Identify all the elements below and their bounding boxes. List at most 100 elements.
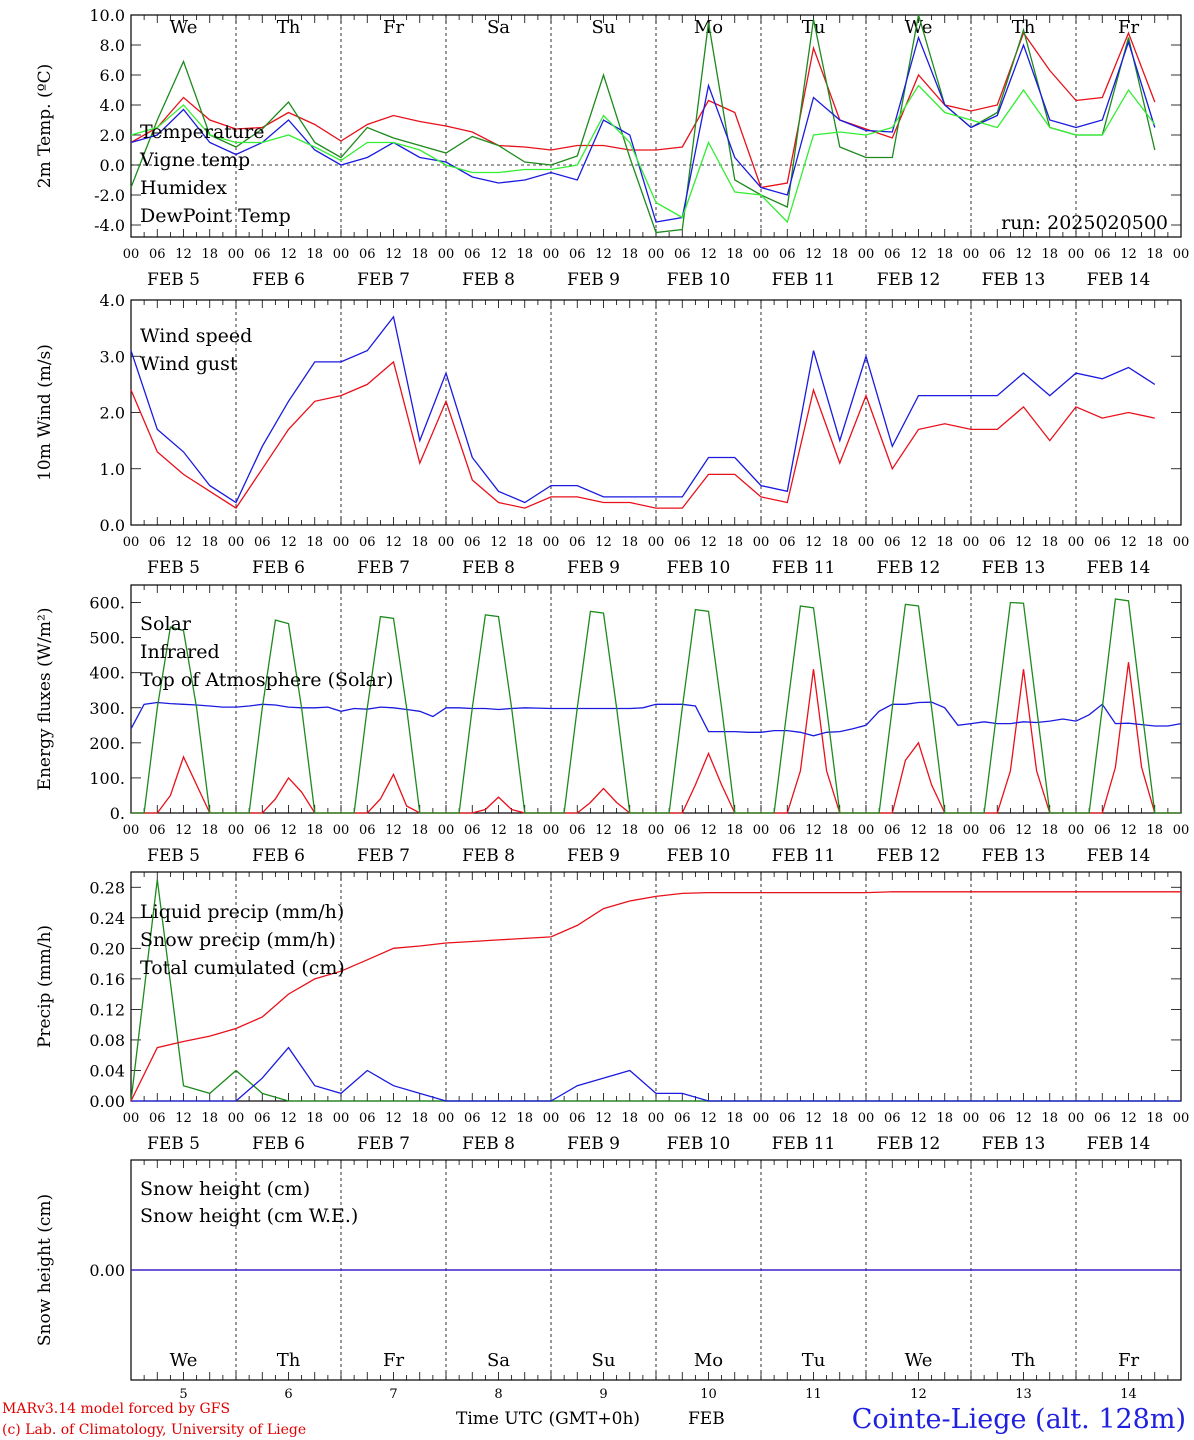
x-hour-label: 12 (805, 1111, 822, 1126)
day-number: 12 (910, 1387, 927, 1402)
weekday-label: We (170, 17, 198, 38)
x-hour-label: 18 (621, 247, 638, 262)
date-label: FEB 12 (877, 1134, 941, 1154)
y-tick-label: 4.0 (100, 96, 125, 115)
x-hour-label: 12 (1015, 823, 1032, 838)
weekday-label: Th (1012, 1350, 1036, 1371)
y-tick-label: 0.24 (89, 909, 125, 928)
x-hour-label: 12 (490, 247, 507, 262)
day-number: 10 (700, 1387, 717, 1402)
panel-precip: 0.28 0.24 0.20 0.16 0.12 0.08 0.04 0.00 Precip (… (35, 871, 1189, 1154)
x-hour-label: 00 (228, 535, 245, 550)
y-tick-label: 2.0 (100, 126, 125, 145)
x-hour-label: 12 (385, 535, 402, 550)
x-hour-label: 18 (306, 1111, 323, 1126)
weekday-label: Fr (383, 17, 404, 38)
x-hour-label: 06 (149, 823, 166, 838)
date-label: FEB 9 (567, 270, 620, 290)
x-hour-label: 06 (149, 1111, 166, 1126)
y-tick-label: 2.0 (100, 404, 125, 423)
x-hour-label: 06 (989, 247, 1006, 262)
y-tick-label: 1.0 (100, 460, 125, 479)
x-hour-label: 18 (201, 535, 218, 550)
x-hour-label: 00 (543, 823, 560, 838)
x-hour-label: 06 (569, 247, 586, 262)
series-line-temperature (130, 31, 1156, 189)
model-credit: MARv3.14 model forced by GFS (2, 1401, 230, 1417)
x-hour-label: 00 (123, 1111, 140, 1126)
series-line-top-of-atmosphere-solar (131, 598, 1181, 814)
x-hour-label: 06 (359, 823, 376, 838)
x-hour-label: 18 (831, 535, 848, 550)
x-hour-label: 18 (1041, 535, 1058, 550)
x-hour-label: 12 (910, 247, 927, 262)
date-label: FEB 5 (147, 846, 200, 866)
weekday-label: We (905, 17, 933, 38)
x-hour-label: 18 (1146, 247, 1163, 262)
date-label: FEB 14 (1087, 1134, 1151, 1154)
x-hour-label: 06 (254, 823, 271, 838)
series-line-total-cumulated-cm (130, 891, 1181, 1102)
x-hour-label: 18 (1146, 535, 1163, 550)
y-tick-label: 0.28 (89, 878, 125, 897)
date-label: FEB 5 (147, 558, 200, 578)
weekday-label: Tu (802, 17, 826, 38)
x-hour-label: 06 (569, 1111, 586, 1126)
date-label: FEB 10 (667, 558, 731, 578)
x-hour-label: 18 (516, 247, 533, 262)
x-hour-label: 18 (831, 1111, 848, 1126)
x-hour-label: 00 (753, 535, 770, 550)
y-axis-label: 10m Wind (m/s) (35, 344, 55, 481)
x-hour-label: 00 (648, 1111, 665, 1126)
x-hour-label: 00 (228, 1111, 245, 1126)
x-hour-label: 18 (411, 247, 428, 262)
x-hour-label: 00 (858, 1111, 875, 1126)
x-hour-label: 00 (858, 247, 875, 262)
date-label: FEB 7 (357, 846, 410, 866)
panel-energy: 600. 500. 400. 300. 200. 100. 0. Energy fluxes … (35, 584, 1189, 866)
legend-entry: DewPoint Temp (140, 205, 291, 227)
day-number: 11 (805, 1387, 822, 1402)
y-tick-label: 8.0 (100, 36, 125, 55)
x-hour-label: 12 (805, 535, 822, 550)
x-hour-label: 12 (700, 535, 717, 550)
day-number: 9 (599, 1387, 607, 1402)
x-hour-label: 06 (779, 1111, 796, 1126)
x-hour-label: 18 (936, 535, 953, 550)
y-tick-label: 0.0 (100, 156, 125, 175)
series-line-wind-speed (130, 360, 1155, 509)
x-hour-label: 06 (674, 823, 691, 838)
series-line-wind-gust (130, 315, 1156, 504)
x-hour-label: 06 (779, 823, 796, 838)
weekday-label: Mo (694, 1350, 723, 1371)
panel-temperature: 10.0 8.0 6.0 4.0 2.0 0.0 -2.0 -4.0 2m Temp. (ºC)… (35, 6, 1189, 290)
day-number: 6 (284, 1387, 292, 1402)
date-label: FEB 13 (982, 558, 1046, 578)
x-hour-label: 00 (858, 535, 875, 550)
series-line-infrared (130, 701, 1182, 737)
date-label: FEB 11 (772, 558, 836, 578)
date-label: FEB 12 (877, 558, 941, 578)
x-hour-label: 06 (989, 1111, 1006, 1126)
y-tick-label: 0.20 (89, 939, 125, 958)
y-tick-label: 0.00 (89, 1092, 125, 1111)
y-axis-label: Precip (mm/h) (35, 925, 55, 1048)
y-tick-label: 200. (89, 734, 125, 753)
x-hour-label: 00 (1068, 535, 1085, 550)
series-line-snow-precip-mm-h (131, 1046, 1181, 1102)
weekday-label: Th (1012, 17, 1036, 38)
x-hour-label: 18 (831, 247, 848, 262)
date-label: FEB 11 (772, 1134, 836, 1154)
x-hour-label: 18 (411, 1111, 428, 1126)
x-hour-label: 18 (516, 823, 533, 838)
x-hour-label: 00 (228, 823, 245, 838)
x-hour-label: 00 (123, 823, 140, 838)
x-hour-label: 06 (149, 535, 166, 550)
x-hour-label: 00 (543, 1111, 560, 1126)
date-label: FEB 9 (567, 1134, 620, 1154)
x-hour-label: 12 (175, 1111, 192, 1126)
x-hour-label: 06 (464, 823, 481, 838)
x-hour-label: 00 (648, 823, 665, 838)
x-hour-label: 06 (989, 823, 1006, 838)
x-hour-label: 18 (1146, 1111, 1163, 1126)
